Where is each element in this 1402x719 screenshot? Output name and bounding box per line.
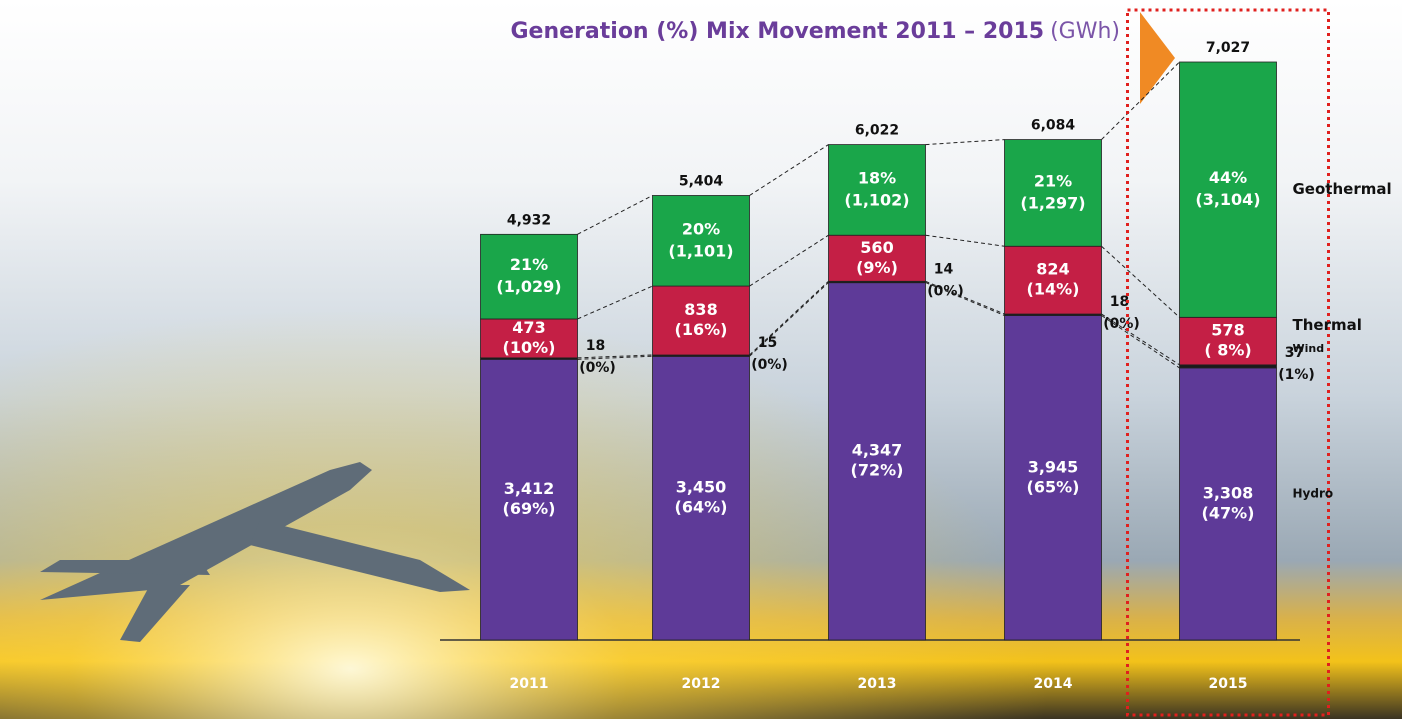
data-label: 18%: [858, 168, 896, 187]
bar-segment: [1179, 367, 1277, 641]
data-label: 21%: [510, 255, 548, 274]
legend-label: Geothermal: [1293, 180, 1392, 198]
total-label: 4,932: [507, 212, 551, 228]
legend-label: Wind: [1293, 342, 1325, 355]
x-tick-label: 2014: [1034, 676, 1073, 692]
chart-title: Generation (%) Mix Movement 2011 – 2015(…: [511, 19, 1121, 44]
data-label: (1%): [1278, 367, 1315, 383]
data-label: (64%): [675, 498, 728, 517]
bar-segment: [1004, 139, 1102, 247]
data-label: (72%): [851, 461, 904, 480]
connector-line: [1101, 315, 1180, 369]
bar-segment: [828, 282, 926, 641]
data-label: 824: [1036, 260, 1069, 279]
data-label: 18: [586, 338, 605, 354]
title-text: Generation (%) Mix Movement 2011 – 2015(…: [511, 19, 1121, 44]
data-label: ( 8%): [1204, 341, 1251, 360]
total-label: 6,022: [855, 123, 899, 139]
connector-line: [925, 281, 1005, 316]
bar-segment: [480, 233, 578, 320]
data-label: 3,308: [1203, 483, 1254, 502]
data-label: 14: [934, 261, 954, 277]
data-label: (1,297): [1020, 193, 1085, 212]
highlight-box: [1126, 8, 1330, 717]
data-label: 37: [1285, 345, 1304, 361]
total-label: 7,027: [1206, 40, 1250, 56]
title: Generation (%) Mix Movement 2011 – 2015: [511, 19, 1045, 44]
data-label: (0%): [751, 357, 788, 373]
data-label: 15: [758, 335, 777, 351]
connector-line: [749, 144, 829, 196]
total-label: 6,084: [1031, 118, 1076, 134]
data-label: (1,102): [844, 190, 909, 209]
data-label: 44%: [1209, 168, 1247, 187]
data-label: (0%): [1103, 316, 1140, 332]
bar-segment: [652, 285, 750, 356]
data-label: (10%): [503, 338, 556, 357]
legend-label: Hydro: [1293, 486, 1334, 500]
data-label: (3,104): [1195, 190, 1260, 209]
data-label: (1,101): [668, 241, 733, 260]
title-unit: (GWh): [1050, 19, 1120, 44]
connector-line: [577, 355, 653, 360]
bar-segment: [1179, 61, 1277, 318]
data-label: 3,450: [676, 478, 727, 497]
data-label: 20%: [682, 219, 720, 238]
data-label: (69%): [503, 499, 556, 518]
arrow: [1140, 12, 1175, 104]
data-label: 578: [1211, 321, 1244, 340]
connector-line: [577, 195, 653, 235]
connector-line: [1101, 313, 1180, 366]
data-label: (0%): [927, 283, 964, 299]
data-label: 560: [860, 238, 893, 257]
connector-line: [1101, 61, 1180, 140]
connector-line: [925, 280, 1005, 315]
data-label: 18: [1110, 294, 1129, 310]
connector-line: [925, 234, 1005, 247]
connector-line: [577, 354, 653, 359]
bar-segment: [1179, 316, 1277, 366]
data-label: 838: [684, 300, 717, 319]
bar-segment: [1179, 364, 1277, 369]
data-label: (9%): [856, 258, 898, 277]
connector-line: [749, 234, 829, 287]
data-label: 3,945: [1028, 457, 1079, 476]
bar-segment: [828, 144, 926, 236]
x-tick-label: 2011: [510, 676, 549, 692]
total-label: 5,404: [679, 173, 724, 189]
data-label: (1,029): [496, 277, 561, 296]
connector-line: [1101, 245, 1180, 318]
data-label: 4,347: [852, 441, 903, 460]
bar-segment: [1004, 315, 1102, 641]
data-label: (65%): [1027, 477, 1080, 496]
bar-segment: [480, 358, 578, 641]
bar-segment: [652, 355, 750, 641]
data-label: 21%: [1034, 171, 1072, 190]
data-label: (14%): [1027, 280, 1080, 299]
bar-segment: [1004, 245, 1102, 315]
bar-segment: [652, 195, 750, 287]
data-label: (0%): [579, 360, 616, 376]
data-label: 3,412: [504, 479, 555, 498]
x-tick-label: 2013: [858, 676, 897, 692]
data-label: (47%): [1202, 503, 1255, 522]
legend-label: Thermal: [1293, 316, 1362, 334]
data-label: (16%): [675, 320, 728, 339]
data-label: 473: [512, 318, 545, 337]
x-tick-label: 2015: [1209, 676, 1248, 692]
x-tick-label: 2012: [682, 676, 721, 692]
connector-line: [925, 139, 1005, 146]
airplane: [40, 462, 470, 642]
bar-segment: [480, 318, 578, 359]
